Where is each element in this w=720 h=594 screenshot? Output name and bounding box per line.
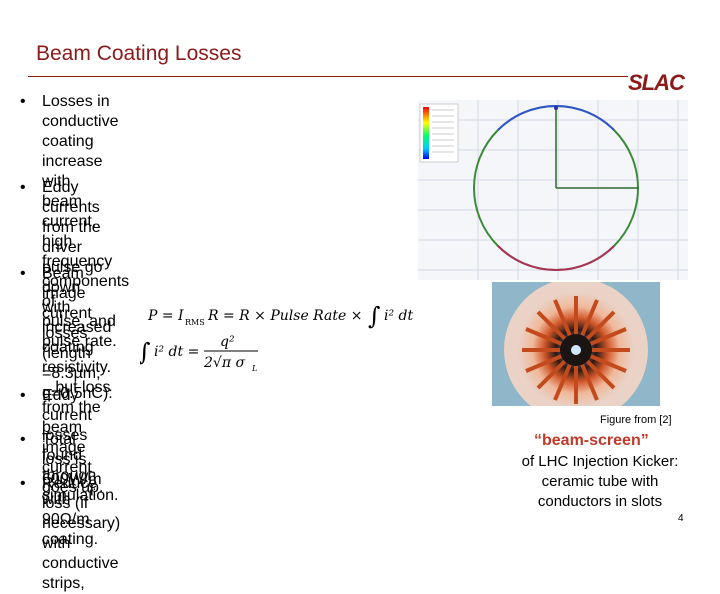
bullet-text: Beam image current losses (length =8.3µm… (42, 265, 113, 402)
ceramic-tube-photo (492, 282, 660, 406)
bullet-marker: • (20, 265, 26, 282)
bullet-marker: • (20, 387, 26, 404)
formula-lhs: P = I (147, 308, 184, 324)
bullet-marker: • (20, 179, 26, 196)
bullet-marker: • (20, 475, 26, 492)
beam-screen-description: of LHC Injection Kicker: ceramic tube wi… (521, 453, 679, 510)
slac-logo: SLAC (628, 70, 685, 95)
formula-rms-sub: RMS (185, 318, 205, 327)
formula-denominator: 2√π σ (203, 355, 245, 371)
formula-integrand: i² dt (384, 308, 414, 324)
bullet-text: Eddy current losses found through simula… (42, 387, 119, 504)
bullet-text: Reduce loss (if necessary) with conducti… (42, 475, 121, 592)
loss-formula: P = I RMS R = R × Pulse Rate × ∫ i² dt ∫… (140, 302, 414, 373)
figure-caption: Figure from [2] (600, 414, 672, 426)
integral-sign-2: ∫ (140, 338, 151, 366)
bullet-marker: • (20, 93, 26, 110)
slide-title: Beam Coating Losses (36, 42, 242, 65)
field-simulation-plot (418, 100, 688, 280)
bullet-text: Eddy currents from the driver pulse go d… (42, 179, 112, 496)
page-number: 4 (678, 513, 684, 524)
formula-numerator: q² (220, 334, 235, 350)
beam-screen-label: “beam-screen” (534, 432, 649, 449)
bullet-marker: • (20, 431, 26, 448)
formula-line2-lhs: i² dt = (154, 344, 199, 360)
bullet-text: Losses in conductive coating increase wi… (42, 93, 130, 350)
formula-rest: R = R × Pulse Rate × (207, 308, 362, 324)
title-underline (28, 76, 628, 77)
integral-sign: ∫ (368, 302, 381, 330)
formula-den-sub: L (251, 364, 257, 373)
